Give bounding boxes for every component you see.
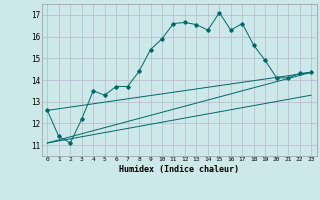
X-axis label: Humidex (Indice chaleur): Humidex (Indice chaleur) bbox=[119, 165, 239, 174]
